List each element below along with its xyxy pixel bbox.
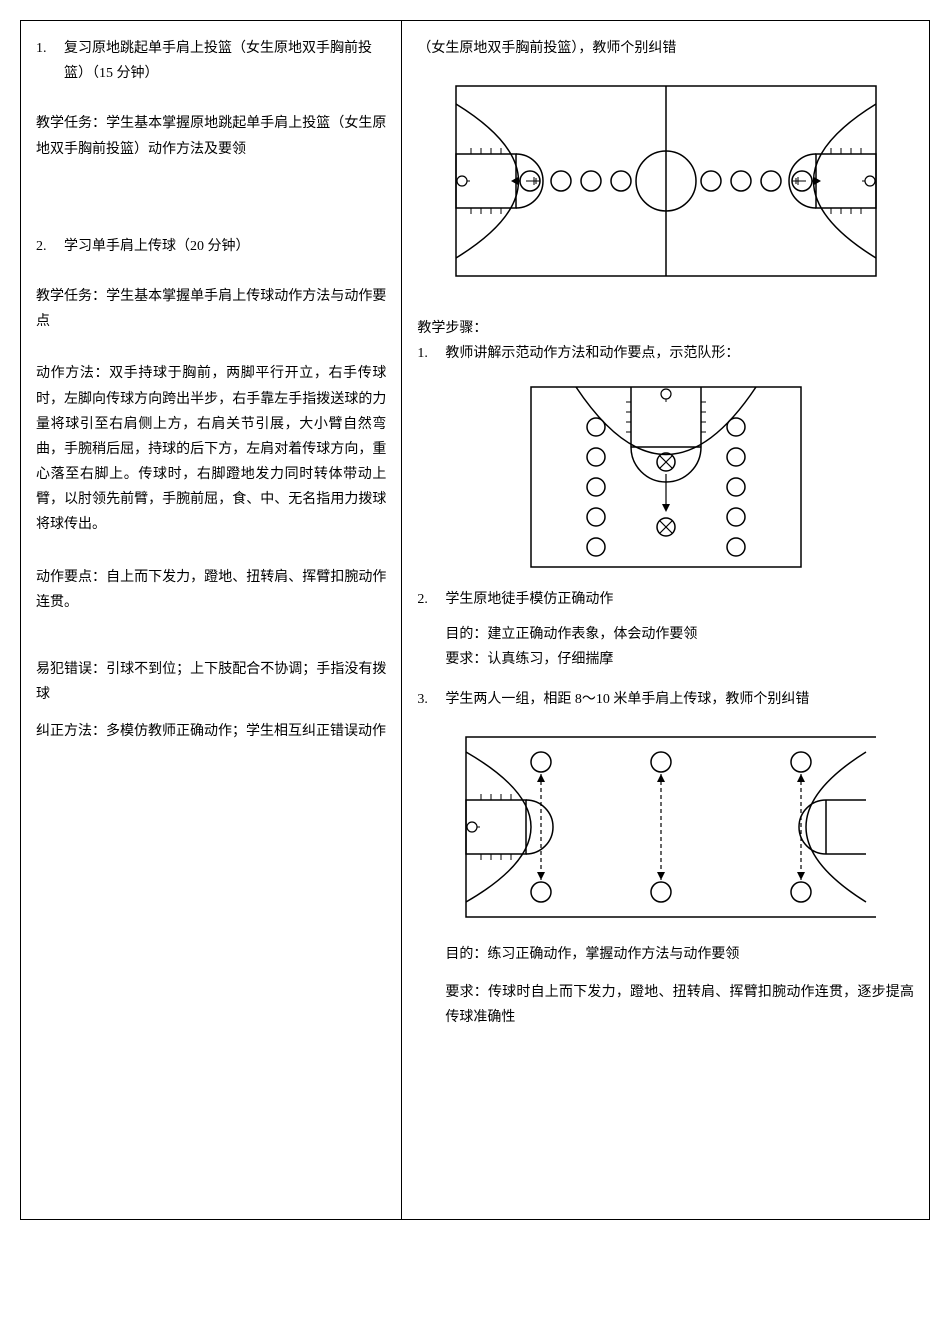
court-diagram-2 [417,727,914,927]
intro-text: （女生原地双手胸前投篮），教师个别纠错 [417,36,914,61]
step-2-req: 要求：认真练习，仔细揣摩 [417,647,914,672]
step-3-purpose: 目的：练习正确动作，掌握动作方法与动作要领 [417,942,914,967]
method-text: 动作方法：双手持球于胸前，两脚平行开立，右手传球时，左脚向传球方向跨出半步，右手… [36,361,386,537]
errors-text: 易犯错误：引球不到位；上下肢配合不协调；手指没有拨球 [36,657,386,707]
section-2-title: 学习单手肩上传球（20 分钟） [64,234,250,259]
keypoints-text: 动作要点：自上而下发力，蹬地、扭转肩、挥臂扣腕动作连贯。 [36,565,386,615]
step-3: 3. 学生两人一组，相距 8～10 米单手肩上传球，教师个别纠错 [417,687,914,712]
section-1-header: 1. 复习原地跳起单手肩上投篮（女生原地双手胸前投篮）（15 分钟） [36,36,386,86]
steps-title: 教学步骤： [417,316,914,341]
correction-text: 纠正方法：多模仿教师正确动作；学生相互纠正错误动作 [36,719,386,744]
task-1: 教学任务：学生基本掌握原地跳起单手肩上投篮（女生原地双手胸前投篮）动作方法及要领 [36,111,386,161]
left-column: 1. 复习原地跳起单手肩上投篮（女生原地双手胸前投篮）（15 分钟） 教学任务：… [21,21,402,1219]
step-3-req: 要求：传球时自上而下发力，蹬地、扭转肩、挥臂扣腕动作连贯，逐步提高传球准确性 [417,980,914,1030]
task-2: 教学任务：学生基本掌握单手肩上传球动作方法与动作要点 [36,284,386,334]
formation-diagram [417,382,914,572]
section-1-num: 1. [36,36,64,86]
step-1-text: 教师讲解示范动作方法和动作要点，示范队形： [445,341,739,366]
court-diagram-1 [417,76,914,286]
step-2-num: 2. [417,587,445,612]
section-2-header: 2. 学习单手肩上传球（20 分钟） [36,234,386,259]
step-3-text: 学生两人一组，相距 8～10 米单手肩上传球，教师个别纠错 [445,687,809,712]
step-2: 2. 学生原地徒手模仿正确动作 [417,587,914,612]
step-1-num: 1. [417,341,445,366]
section-1-title: 复习原地跳起单手肩上投篮（女生原地双手胸前投篮）（15 分钟） [64,36,386,86]
lesson-plan-page: 1. 复习原地跳起单手肩上投篮（女生原地双手胸前投篮）（15 分钟） 教学任务：… [20,20,930,1220]
step-2-purpose: 目的：建立正确动作表象，体会动作要领 [417,622,914,647]
right-column: （女生原地双手胸前投篮），教师个别纠错 [402,21,929,1219]
step-1: 1. 教师讲解示范动作方法和动作要点，示范队形： [417,341,914,366]
step-2-text: 学生原地徒手模仿正确动作 [445,587,613,612]
section-2-num: 2. [36,234,64,259]
step-3-num: 3. [417,687,445,712]
